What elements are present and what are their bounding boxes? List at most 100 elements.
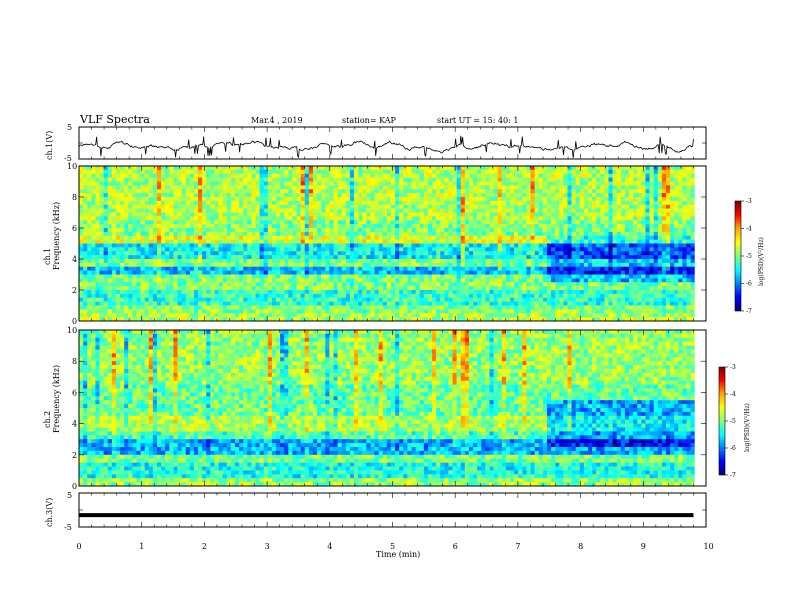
spectrogram-cell <box>682 204 687 209</box>
spectrogram-cell <box>624 247 630 252</box>
spectrogram-cell <box>489 243 494 248</box>
spectrogram-cell <box>518 278 523 283</box>
spectrogram-cell <box>596 255 601 260</box>
spectrogram-cell <box>185 243 191 248</box>
spectrogram-cell <box>234 204 240 209</box>
spectrogram-cell <box>79 270 84 275</box>
spectrogram-cell <box>596 189 601 194</box>
spectrogram-cell <box>284 224 289 229</box>
spectrogram-cell <box>193 208 199 213</box>
spectrogram-cell <box>165 278 170 283</box>
spectrogram-cell <box>284 181 289 186</box>
spectrogram-cell <box>579 228 585 233</box>
spectrogram-cell <box>407 262 412 268</box>
spectrogram-cell <box>489 193 494 198</box>
spectrogram-cell <box>645 200 650 206</box>
spectrogram-cell <box>641 220 646 225</box>
spectrogram-cell <box>522 278 527 283</box>
spectrogram-cell <box>354 197 359 202</box>
spectrogram-cell <box>411 177 416 182</box>
spectrogram-cell <box>542 200 548 206</box>
spectrogram-cell <box>583 235 589 240</box>
spectrogram-cell <box>226 270 232 275</box>
spectrogram-cell <box>415 200 420 206</box>
spectrogram-cell <box>534 239 540 244</box>
spectrogram-cell <box>407 189 412 194</box>
spectrogram-cell <box>317 208 322 213</box>
spectrogram-cell <box>501 220 507 225</box>
spectrogram-cell <box>218 290 223 295</box>
spectrogram-cell <box>448 204 453 209</box>
spectrogram-cell <box>349 204 355 209</box>
spectrogram-cell <box>115 243 121 248</box>
spectrogram-cell <box>206 262 211 268</box>
spectrogram-cell <box>222 262 228 268</box>
spectrogram-cell <box>604 259 609 264</box>
spectrogram-cell <box>251 247 256 252</box>
spectrogram-cell <box>325 200 330 206</box>
spectrogram-cell <box>259 255 265 260</box>
spectrogram-cell <box>551 286 556 291</box>
spectrogram-cell <box>551 259 556 264</box>
spectrogram-cell <box>596 286 601 291</box>
spectrogram-cell <box>300 282 306 287</box>
spectrogram-cell <box>411 228 416 233</box>
spectrogram-cell <box>152 231 158 237</box>
spectrogram-cell <box>423 251 429 256</box>
spectrogram-cell <box>542 189 548 194</box>
spectrogram-cell <box>456 282 462 287</box>
spectrogram-cell <box>156 193 162 198</box>
spectrogram-cell <box>218 262 223 268</box>
spectrogram-cell <box>489 224 494 229</box>
spectrogram-cell <box>559 228 564 233</box>
spectrogram-cell <box>226 286 232 291</box>
spectrogram-cell <box>177 216 182 221</box>
spectrogram-cell <box>653 251 659 256</box>
spectrogram-cell <box>263 181 269 186</box>
spectrogram-cell <box>210 185 215 190</box>
spectrogram-cell <box>661 177 667 182</box>
spectrogram-cell <box>563 270 568 275</box>
spectrogram-cell <box>419 185 425 190</box>
spectrogram-cell <box>645 239 650 244</box>
spectrogram-cell <box>477 231 482 237</box>
spectrogram-cell <box>91 208 96 213</box>
spectrogram-cell <box>284 228 289 233</box>
spectrogram-cell <box>87 173 92 178</box>
spectrogram-cell <box>124 220 129 225</box>
spectrogram-cell <box>411 208 416 213</box>
spectrogram-cell <box>370 208 375 213</box>
spectrogram-cell <box>395 216 400 221</box>
spectrogram-cell <box>670 286 675 291</box>
spectrogram-cell <box>230 290 236 295</box>
spectrogram-cell <box>222 274 228 279</box>
spectrogram-cell <box>247 239 252 244</box>
spectrogram-cell <box>198 255 203 260</box>
spectrogram-cell <box>477 212 482 217</box>
spectrogram-cell <box>234 189 240 194</box>
spectrogram-cell <box>255 169 260 175</box>
spectrogram-cell <box>140 208 145 213</box>
spectrogram-cell <box>390 231 396 237</box>
spectrogram-cell <box>522 270 527 275</box>
spectrogram-cell <box>530 185 535 190</box>
spectrogram-cell <box>612 274 618 279</box>
spectrogram-cell <box>124 262 129 268</box>
spectrogram-cell <box>210 274 215 279</box>
spectrogram-cell <box>345 255 351 260</box>
spectrogram-cell <box>390 286 396 291</box>
spectrogram-cell <box>177 243 182 248</box>
spectrogram-cell <box>329 166 334 171</box>
spectrogram-cell <box>608 220 613 225</box>
spectrogram-cell <box>629 189 634 194</box>
spectrogram-cell <box>633 197 638 202</box>
spectrogram-cell <box>79 266 84 271</box>
spectrogram-cell <box>317 166 322 171</box>
spectrogram-cell <box>234 173 240 178</box>
spectrogram-cell <box>555 259 560 264</box>
spectrogram-cell <box>255 274 260 279</box>
spectrogram-cell <box>653 169 659 175</box>
spectrogram-cell <box>132 286 137 291</box>
spectrogram-cell <box>218 181 223 186</box>
spectrogram-cell <box>304 290 310 295</box>
